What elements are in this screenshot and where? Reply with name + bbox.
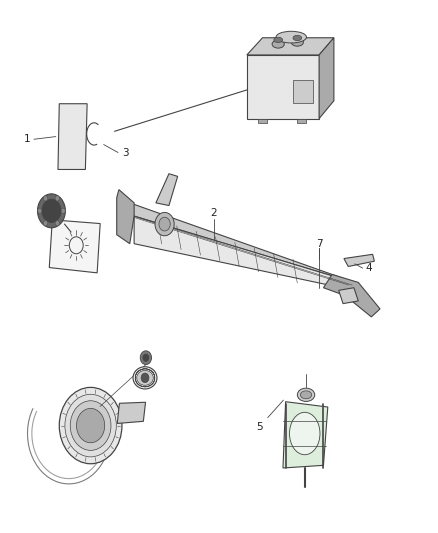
- Ellipse shape: [293, 35, 302, 41]
- Polygon shape: [117, 190, 134, 244]
- Ellipse shape: [274, 37, 283, 43]
- Circle shape: [77, 408, 105, 443]
- Polygon shape: [134, 216, 354, 290]
- Ellipse shape: [276, 31, 307, 43]
- Polygon shape: [297, 118, 306, 123]
- Circle shape: [70, 401, 111, 450]
- Circle shape: [38, 208, 42, 214]
- Polygon shape: [49, 220, 100, 273]
- Circle shape: [43, 196, 48, 201]
- Polygon shape: [319, 38, 334, 118]
- Ellipse shape: [272, 40, 284, 48]
- Polygon shape: [130, 203, 354, 282]
- Text: 2: 2: [211, 208, 217, 219]
- Circle shape: [59, 387, 122, 464]
- Circle shape: [55, 221, 60, 226]
- Ellipse shape: [290, 413, 320, 455]
- Text: 1: 1: [24, 134, 31, 144]
- Circle shape: [65, 394, 117, 457]
- Text: 4: 4: [366, 263, 372, 273]
- Circle shape: [155, 213, 174, 236]
- Circle shape: [159, 217, 170, 231]
- Polygon shape: [58, 104, 87, 169]
- Ellipse shape: [291, 38, 304, 46]
- Circle shape: [61, 208, 65, 214]
- Text: 3: 3: [122, 148, 129, 158]
- Circle shape: [141, 373, 149, 383]
- Polygon shape: [283, 402, 328, 468]
- Polygon shape: [323, 274, 380, 317]
- Circle shape: [55, 196, 60, 201]
- Text: 7: 7: [316, 239, 322, 249]
- Polygon shape: [247, 55, 319, 118]
- Circle shape: [140, 351, 152, 365]
- Ellipse shape: [137, 370, 153, 385]
- Polygon shape: [339, 288, 358, 304]
- Ellipse shape: [133, 367, 157, 389]
- Circle shape: [42, 199, 61, 222]
- Ellipse shape: [300, 391, 312, 399]
- Circle shape: [38, 194, 65, 228]
- Polygon shape: [293, 80, 313, 103]
- Polygon shape: [258, 118, 267, 123]
- Polygon shape: [247, 38, 334, 55]
- Circle shape: [69, 237, 83, 254]
- Circle shape: [143, 354, 149, 361]
- Polygon shape: [344, 254, 374, 266]
- Polygon shape: [117, 402, 145, 423]
- Polygon shape: [156, 174, 178, 206]
- Circle shape: [43, 221, 48, 226]
- Ellipse shape: [297, 388, 315, 401]
- Text: 5: 5: [256, 422, 262, 432]
